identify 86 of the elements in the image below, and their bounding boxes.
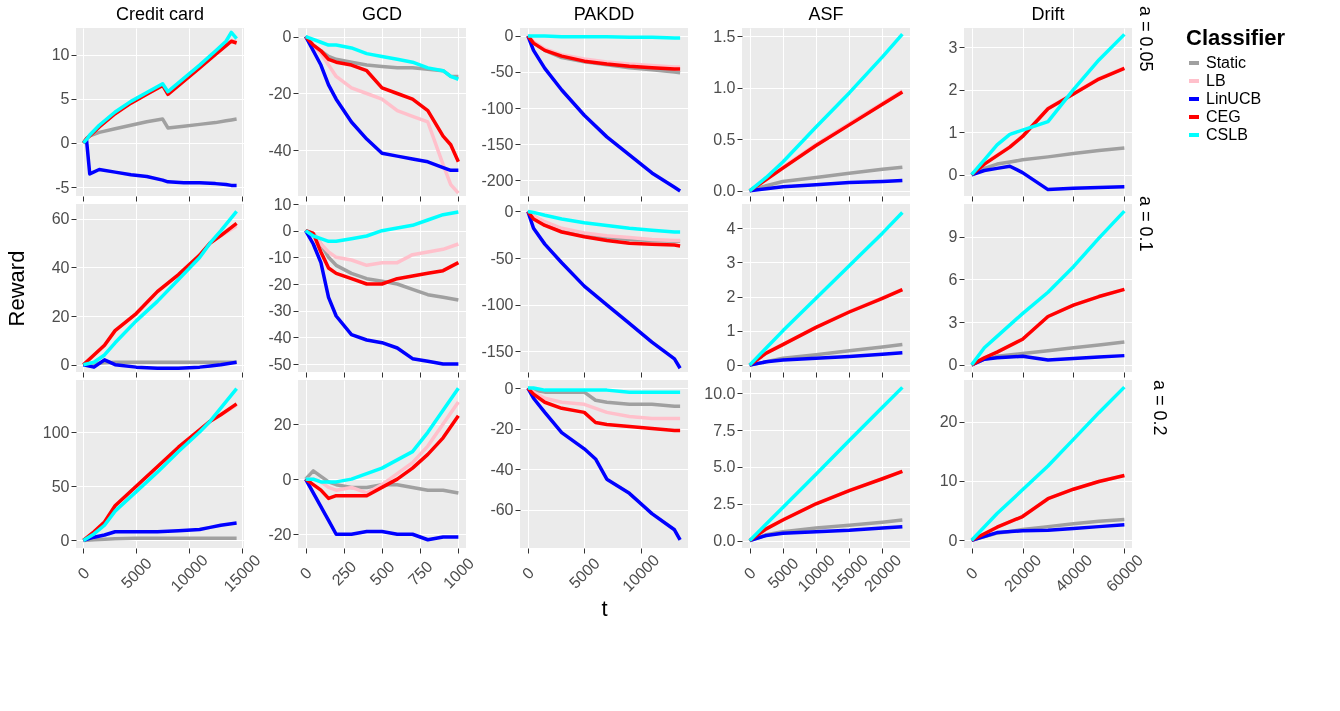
x-tick-label: 0: [296, 563, 316, 583]
y-tick-label: 40: [51, 258, 70, 276]
y-tick-label: 0: [504, 27, 514, 45]
y-tick-label: 5.0: [713, 458, 736, 476]
y-tick-label: -5: [55, 178, 70, 196]
x-tick-label: 0: [518, 563, 538, 583]
y-tick-label: 5: [60, 90, 70, 108]
y-tick-label: 60: [51, 210, 70, 228]
y-tick-label: -20: [268, 525, 292, 543]
y-tick-label: 100: [42, 423, 70, 441]
y2-axis-title: a = 0.1: [1136, 196, 1156, 252]
y-tick-label: 1: [726, 322, 736, 340]
y2-axis-title: a = 0.2: [1149, 380, 1170, 436]
y-tick-label: -20: [490, 420, 514, 438]
y-tick-label: 2: [948, 81, 958, 99]
y-tick-label: -20: [268, 275, 292, 293]
x-tick-label: 0: [74, 563, 93, 583]
y-tick-label: 0: [60, 134, 70, 152]
x-tick-label: 0: [740, 563, 760, 583]
y-tick-label: -40: [268, 141, 292, 159]
y-tick-label: -150: [481, 342, 514, 360]
y-tick-label: 0: [282, 470, 292, 488]
y-tick-label: 0: [504, 202, 514, 220]
y-tick-label: 3: [948, 313, 958, 331]
y-tick-label: 20: [273, 415, 292, 433]
y-tick-label: 0: [948, 166, 958, 184]
y-tick-label: 0: [948, 531, 958, 549]
x-tick-label: 750: [404, 557, 436, 589]
y-tick-label: -50: [490, 249, 514, 267]
y-tick-label: -40: [268, 328, 292, 346]
y-tick-label: 0.0: [713, 532, 736, 550]
y-tick-label: -10: [268, 248, 292, 266]
y-tick-label: 50: [51, 477, 70, 495]
y-tick-label: 10: [51, 46, 70, 64]
y-axis-title: Reward: [3, 250, 29, 327]
y-tick-label: -20: [268, 84, 292, 102]
y-tick-label: 0: [60, 356, 70, 374]
x-tick-label: 500: [366, 557, 398, 589]
y-tick-label: 2: [726, 288, 736, 306]
y-tick-label: -100: [481, 296, 514, 314]
y-tick-label: 9: [948, 228, 958, 246]
x-tick-label: 0: [962, 563, 982, 583]
y-tick-label: 1: [948, 123, 958, 141]
x-axis-title: t: [601, 595, 608, 621]
y-tick-label: 10.0: [704, 384, 736, 402]
y-tick-label: -60: [490, 501, 514, 519]
legend-label: LB: [1206, 72, 1226, 89]
y-tick-label: 7.5: [713, 421, 736, 439]
y-tick-label: 0: [282, 222, 292, 240]
x-tick-label: 250: [328, 557, 360, 589]
y-tick-label: 0: [948, 356, 958, 374]
y-tick-label: 6: [948, 270, 958, 288]
legend-label: LinUCB: [1206, 90, 1262, 107]
y-tick-label: -30: [268, 302, 292, 320]
y-tick-label: -40: [490, 460, 514, 478]
legend-label: Static: [1206, 54, 1247, 71]
y2-axis-title: a = 0.05: [1136, 5, 1156, 72]
y-tick-label: 0.5: [713, 130, 736, 148]
chart-title: PAKDD: [573, 3, 635, 24]
y-tick-label: -50: [490, 63, 514, 81]
y-tick-label: 0.0: [713, 182, 736, 200]
chart-title: ASF: [808, 4, 844, 24]
chart-title: Credit card: [115, 4, 205, 24]
y-tick-label: 2.5: [713, 495, 736, 513]
y-tick-label: -150: [481, 135, 514, 153]
y-tick-label: 20: [939, 413, 958, 431]
y-tick-label: 3: [948, 38, 958, 56]
y-tick-label: -100: [481, 99, 514, 117]
y-tick-label: 1.0: [713, 79, 736, 97]
y-tick-label: 0: [282, 28, 292, 46]
chart-title: GCD: [362, 4, 402, 24]
y-tick-label: -200: [481, 171, 514, 189]
legend-label: CSLB: [1206, 126, 1248, 143]
y-tick-label: 10: [939, 472, 958, 490]
y-tick-label: 4: [726, 219, 736, 237]
y-tick-label: 20: [51, 307, 70, 325]
chart-title: Drift: [1031, 4, 1065, 24]
y-tick-label: 3: [726, 253, 736, 271]
legend-label: CEG: [1206, 108, 1241, 125]
y-tick-label: 0: [504, 379, 514, 397]
y-tick-label: -50: [268, 355, 292, 373]
y-tick-label: 0: [726, 356, 736, 374]
y-tick-label: 10: [273, 195, 292, 213]
legend-title: Classifier: [1186, 25, 1286, 50]
y-tick-label: 0: [60, 531, 70, 549]
y-tick-label: 1.5: [713, 27, 736, 45]
